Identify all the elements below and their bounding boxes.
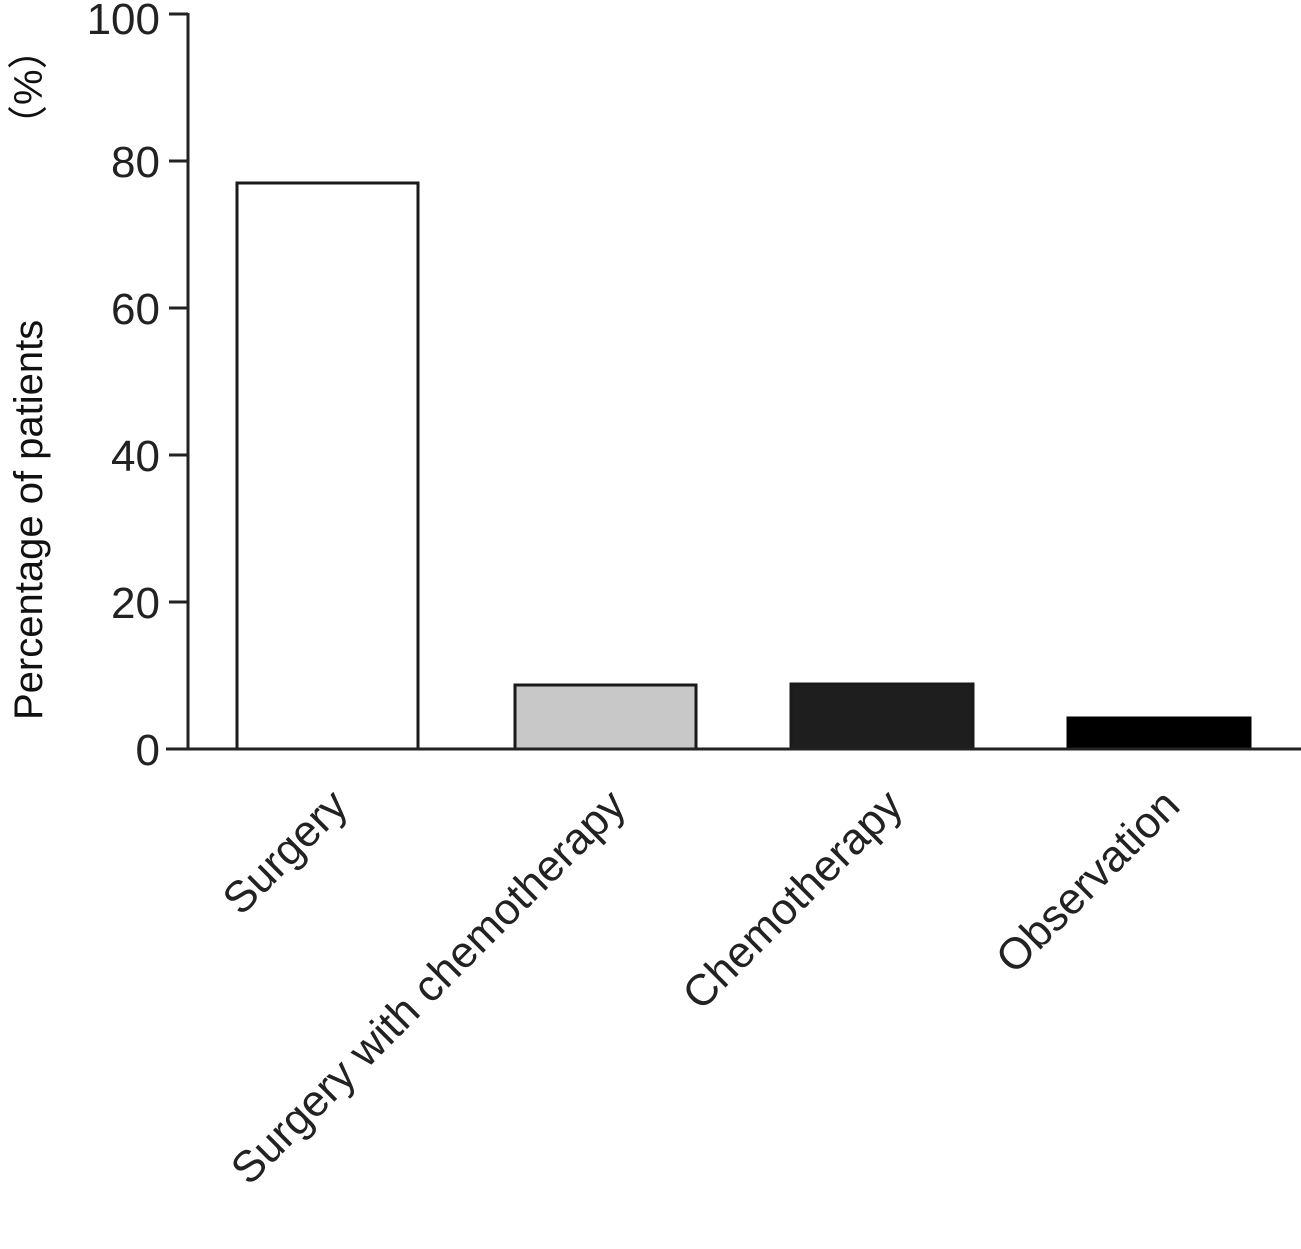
bar-surgery: [235, 181, 420, 751]
y-tick-label-20: 20: [111, 579, 160, 628]
y-axis: [169, 12, 190, 750]
y-tick-label-80: 80: [111, 138, 160, 187]
bar-chemotherapy: [789, 682, 975, 751]
y-tick-label-100: 100: [87, 0, 160, 44]
y-tick-label-0: 0: [136, 726, 160, 775]
x-tick-labels: Surgery Surgery with chemotherapy Chemot…: [213, 780, 1189, 1193]
bar-surgery-with-chemotherapy: [513, 683, 698, 751]
y-axis-label: Percentage of patients （%）: [7, 29, 51, 720]
y-tick-label-40: 40: [111, 432, 160, 481]
y-tick-label-60: 60: [111, 285, 160, 334]
bar-observation: [1066, 716, 1252, 751]
x-label-chemotherapy: Chemotherapy: [673, 780, 912, 1019]
bars: [235, 181, 1252, 751]
y-axis-label-text: Percentage of patients: [7, 320, 51, 720]
y-tick-labels: 0 20 40 60 80 100: [87, 0, 160, 775]
x-label-surgery: Surgery: [213, 780, 357, 924]
x-label-observation: Observation: [987, 780, 1189, 982]
y-axis-unit: （%）: [7, 29, 51, 145]
